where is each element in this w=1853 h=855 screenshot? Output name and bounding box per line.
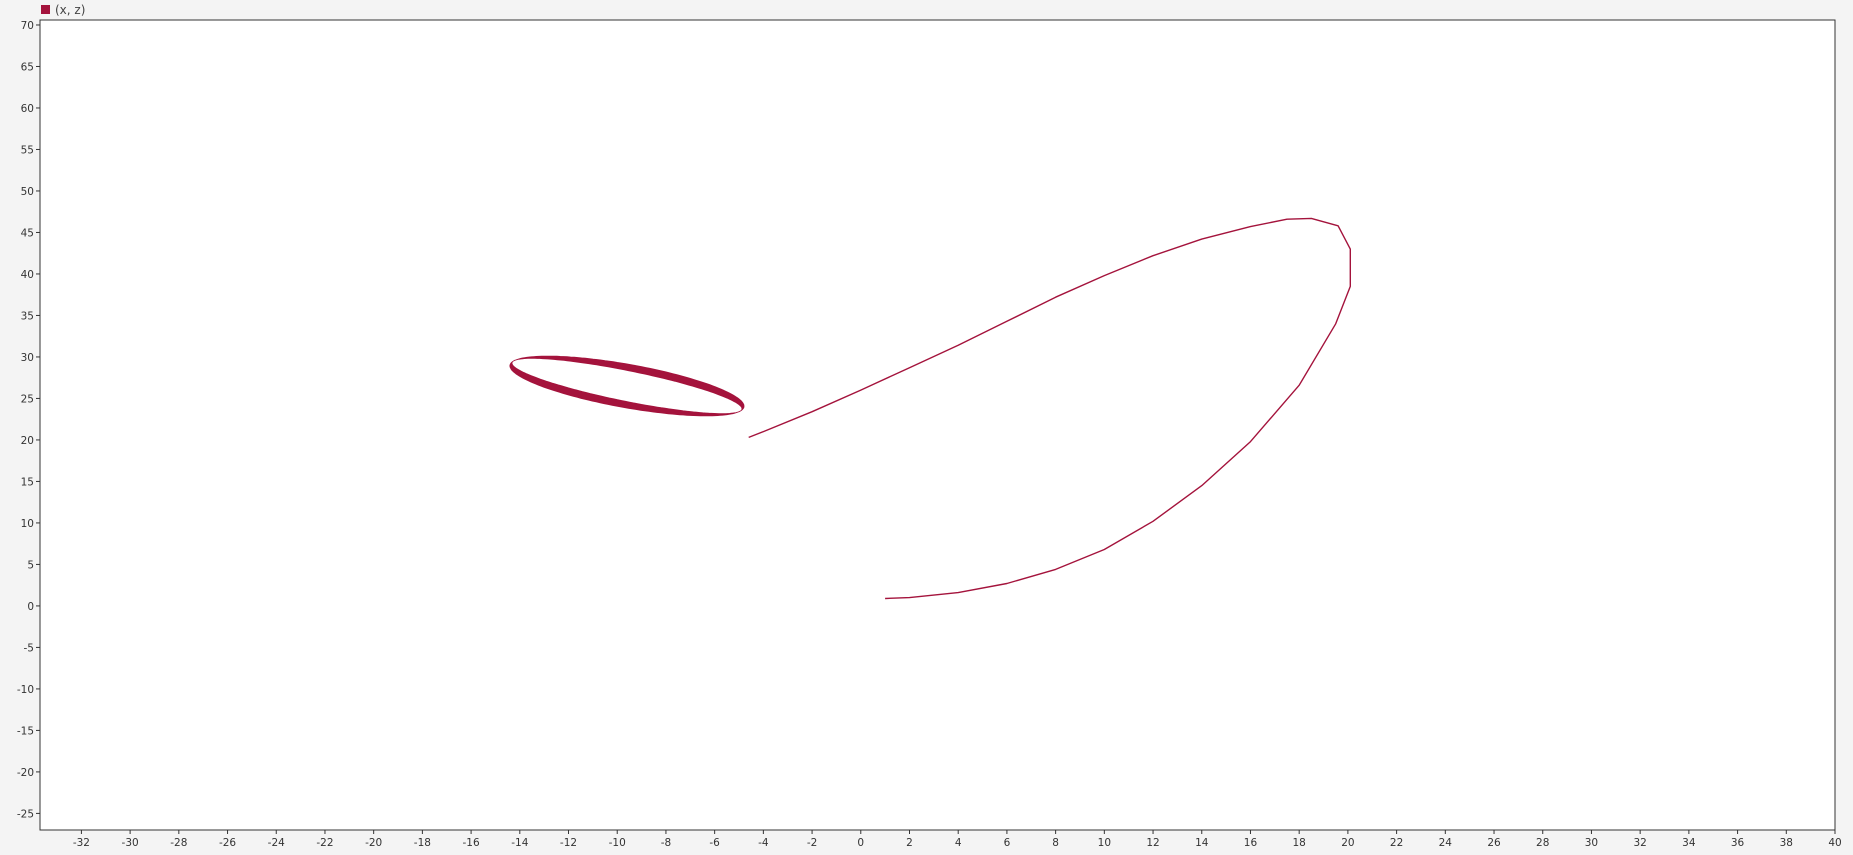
y-tick-label: 10 xyxy=(21,518,34,530)
y-tick-label: 60 xyxy=(21,103,34,115)
x-tick-label: -32 xyxy=(73,837,90,849)
x-tick-label: -22 xyxy=(316,837,333,849)
y-tick-label: 55 xyxy=(21,144,34,156)
y-tick-label: 70 xyxy=(21,20,34,32)
x-tick-label: 14 xyxy=(1195,837,1209,849)
y-axis: -25 -20 -15 -10 -5 0 5 10 15 20 25 30 35 40 45 50 55 60 65… xyxy=(17,20,40,820)
y-tick-label: 45 xyxy=(21,227,34,239)
x-tick-label: 10 xyxy=(1098,837,1111,849)
x-tick-label: 38 xyxy=(1780,837,1793,849)
y-tick-label: -25 xyxy=(17,808,34,820)
x-tick-label: 20 xyxy=(1341,837,1354,849)
x-tick-label: -14 xyxy=(511,837,528,849)
x-tick-label: 34 xyxy=(1682,837,1696,849)
trajectory xyxy=(509,217,1352,600)
x-tick-label: -6 xyxy=(709,837,720,849)
x-tick-label: 8 xyxy=(1052,837,1059,849)
y-tick-label: -20 xyxy=(17,767,34,779)
x-tick-label: 16 xyxy=(1244,837,1258,849)
plot-area xyxy=(39,19,1836,831)
x-tick-label: -10 xyxy=(609,837,626,849)
y-tick-label: -15 xyxy=(17,725,34,737)
x-tick-label: 40 xyxy=(1828,837,1841,849)
y-tick-label: -5 xyxy=(24,642,34,654)
x-axis: -32 -30 -28 -26 -24 -22 -20 -18 -16 -14 -12 -10 -8 -6… xyxy=(73,830,1842,849)
legend: (x, z) xyxy=(41,3,85,17)
x-tick-label: -2 xyxy=(807,837,817,849)
y-tick-label: -10 xyxy=(17,684,34,696)
x-tick-label: -16 xyxy=(463,837,480,849)
limit-cycle-band xyxy=(509,355,745,417)
y-tick-label: 50 xyxy=(21,186,34,198)
x-tick-label: 0 xyxy=(857,837,864,849)
x-tick-label: 4 xyxy=(955,837,962,849)
y-tick-label: 65 xyxy=(21,61,34,73)
y-tick-label: 25 xyxy=(21,393,34,405)
x-tick-label: -26 xyxy=(219,837,236,849)
x-tick-label: 28 xyxy=(1536,837,1549,849)
y-tick-label: 0 xyxy=(27,601,34,613)
x-tick-label: 12 xyxy=(1146,837,1159,849)
y-tick-label: 30 xyxy=(21,352,34,364)
legend-label: (x, z) xyxy=(55,3,85,17)
x-tick-label: 6 xyxy=(1004,837,1011,849)
x-tick-label: -20 xyxy=(365,837,382,849)
x-tick-label: -18 xyxy=(414,837,431,849)
x-tick-label: -30 xyxy=(122,837,139,849)
transient-path xyxy=(748,217,1352,600)
x-tick-label: 2 xyxy=(906,837,913,849)
y-tick-label: 20 xyxy=(21,435,34,447)
x-tick-label: -4 xyxy=(758,837,769,849)
x-tick-label: -12 xyxy=(560,837,577,849)
x-tick-label: 36 xyxy=(1731,837,1745,849)
x-tick-label: 24 xyxy=(1439,837,1453,849)
x-tick-label: 30 xyxy=(1585,837,1598,849)
y-tick-label: 15 xyxy=(21,476,34,488)
y-tick-label: 35 xyxy=(21,310,34,322)
x-tick-label: -28 xyxy=(170,837,187,849)
x-tick-label: 26 xyxy=(1487,837,1501,849)
x-tick-label: -8 xyxy=(661,837,671,849)
y-tick-label: 5 xyxy=(27,559,34,571)
y-tick-label: 40 xyxy=(21,269,34,281)
legend-swatch xyxy=(41,5,50,14)
x-tick-label: 22 xyxy=(1390,837,1403,849)
x-tick-label: 32 xyxy=(1633,837,1646,849)
x-tick-label: -24 xyxy=(268,837,285,849)
x-tick-label: 18 xyxy=(1292,837,1305,849)
